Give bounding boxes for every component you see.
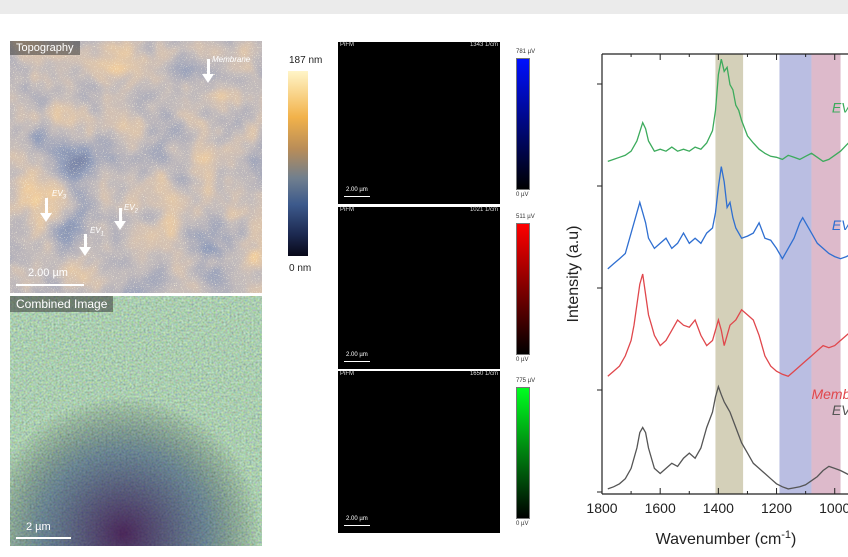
x-tick-label: 1600: [645, 500, 676, 516]
pifm-scale-bar: [344, 361, 370, 362]
pifm-map-image: [338, 42, 500, 204]
pifm-colorbar-3: [516, 387, 530, 519]
highlight-band: [715, 54, 744, 494]
topography-image: [10, 41, 262, 293]
pifm-wavenumber: 1343 1/cm: [469, 42, 498, 48]
pifm-wavenumber: 1021 1/cm: [469, 207, 498, 213]
pifm-colorbar-1: [516, 58, 530, 190]
pifm-map-image: [338, 371, 500, 533]
x-tick-label: 1800: [586, 500, 617, 516]
highlight-band: [779, 54, 812, 494]
pifm-header-label: PiFM: [340, 42, 354, 48]
pifm-map-header: PiFM 1343 1/cm: [338, 42, 500, 50]
pifm-colorbar-min: 0 µV: [516, 357, 529, 363]
x-tick-label: 1000: [819, 500, 848, 516]
topography-colorbar-min: 0 nm: [289, 263, 312, 274]
ev2-label: EV2: [124, 203, 139, 215]
topography-scale-bar: [16, 284, 84, 286]
combined-scale-bar: [16, 537, 71, 539]
series-label: EV3: [832, 99, 848, 119]
top-strip: [0, 0, 848, 14]
pifm-map-3: PiFM 1650 1/cm 2.00 µm: [338, 371, 500, 533]
membrane-label: Membrane: [212, 55, 251, 64]
series-line: [607, 58, 848, 163]
ev1-label: EV1: [90, 226, 105, 238]
pifm-colorbar-max: 511 µV: [516, 214, 535, 220]
spectra-chart: 1800 1600 1400 1200 1000 EV3 EV2 MembraneEV1 Int…: [565, 53, 848, 548]
pifm-map-1: PiFM 1343 1/cm 2.00 µm: [338, 42, 500, 204]
topography-scale-label: 2.00 µm: [28, 267, 68, 279]
pifm-map-header: PiFM 1650 1/cm: [338, 371, 500, 379]
x-tick-label: 1400: [703, 500, 734, 516]
highlight-band: [811, 54, 841, 494]
combined-scale-label: 2 µm: [26, 521, 51, 533]
pifm-colorbar-max: 781 µV: [516, 49, 536, 55]
pifm-colorbar-min: 0 µV: [516, 521, 529, 527]
pifm-scale-label: 2.00 µm: [346, 352, 368, 358]
series-line: [607, 166, 848, 270]
combined-image-title: Combined Image: [10, 296, 114, 312]
combined-image: [10, 296, 262, 546]
pifm-wavenumber: 1650 1/cm: [469, 371, 498, 377]
pifm-header-label: PiFM: [340, 371, 354, 377]
pifm-scale-label: 2.00 µm: [346, 516, 368, 522]
pifm-scale-label: 2.00 µm: [346, 187, 368, 193]
series-label: EV1: [832, 402, 848, 422]
topography-title: Topography: [10, 41, 80, 55]
pifm-map-image: [338, 207, 500, 369]
pifm-colorbar-2: [516, 223, 530, 355]
topography-panel: Topography 2.00 µm Membrane EV3 EV1 EV2: [10, 41, 262, 293]
pifm-colorbar-max: 775 µV: [516, 378, 536, 384]
series-line: [607, 273, 848, 378]
pifm-header-label: PiFM: [340, 207, 354, 213]
topography-colorbar-max: 187 nm: [289, 55, 323, 66]
y-axis-label: Intensity (a.u): [565, 226, 582, 323]
x-axis-label: Wavenumber (cm-1): [656, 529, 797, 548]
pifm-map-2: PiFM 1021 1/cm 2.00 µm: [338, 207, 500, 369]
pifm-map-header: PiFM 1021 1/cm: [338, 207, 500, 215]
series-line: [607, 384, 848, 490]
pifm-colorbar-min: 0 µV: [516, 192, 529, 198]
topography-colorbar: [288, 71, 308, 256]
combined-image-panel: Combined Image 2 µm: [10, 296, 262, 546]
series-label: Membrane: [811, 386, 848, 402]
series-label: EV2: [832, 217, 848, 237]
pifm-scale-bar: [344, 196, 370, 197]
x-tick-label: 1200: [761, 500, 792, 516]
pifm-scale-bar: [344, 525, 370, 526]
ev3-label: EV3: [52, 189, 67, 201]
